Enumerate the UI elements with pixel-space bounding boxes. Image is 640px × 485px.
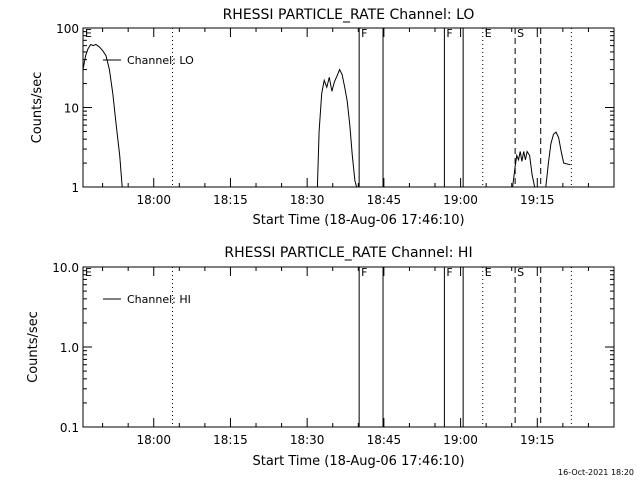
event-flag-f: F bbox=[361, 27, 367, 40]
y-tick-label: 100 bbox=[56, 22, 79, 36]
x-tick-label: 18:30 bbox=[290, 193, 325, 207]
x-tick-label: 18:45 bbox=[367, 433, 402, 447]
x-tick-label: 18:45 bbox=[367, 193, 402, 207]
footer-timestamp: 16-Oct-2021 18:20 bbox=[558, 468, 634, 477]
series-line bbox=[83, 43, 123, 187]
event-flag-s: S bbox=[517, 266, 524, 279]
x-tick-label: 19:00 bbox=[443, 193, 478, 207]
y-tick-label: 0.1 bbox=[60, 421, 79, 435]
legend-label: Channel: LO bbox=[127, 54, 194, 67]
x-tick-label: 18:00 bbox=[136, 433, 171, 447]
series-line bbox=[512, 150, 536, 187]
y-tick-label: 1 bbox=[71, 181, 79, 195]
y-tick-label: 10.0 bbox=[52, 261, 79, 275]
x-axis-label: Start Time (18-Aug-06 17:46:10) bbox=[252, 454, 464, 469]
chart-panel-2: RHESSI PARTICLE_RATE Channel: HI Counts/s… bbox=[26, 245, 615, 469]
x-tick-label: 18:15 bbox=[213, 433, 248, 447]
x-tick-label: 19:00 bbox=[443, 433, 478, 447]
event-flag-f: F bbox=[446, 266, 452, 279]
series-line bbox=[545, 131, 571, 187]
x-tick-label: 18:15 bbox=[213, 193, 248, 207]
chart-title: RHESSI PARTICLE_RATE Channel: LO bbox=[223, 7, 475, 23]
legend-label: Channel: HI bbox=[127, 293, 191, 306]
event-flag-e: E bbox=[85, 27, 92, 40]
event-flag-e: E bbox=[85, 266, 92, 279]
chart-title: RHESSI PARTICLE_RATE Channel: HI bbox=[224, 245, 472, 261]
x-axis-label: Start Time (18-Aug-06 17:46:10) bbox=[252, 213, 464, 228]
x-tick-label: 18:30 bbox=[290, 433, 325, 447]
y-tick-label: 10 bbox=[64, 102, 79, 116]
x-tick-label: 18:00 bbox=[136, 193, 171, 207]
event-flag-f: F bbox=[361, 266, 367, 279]
y-axis-label: Counts/sec bbox=[30, 72, 45, 144]
series-line bbox=[316, 68, 358, 187]
event-flag-s: S bbox=[517, 27, 524, 40]
y-tick-label: 1.0 bbox=[60, 341, 79, 355]
y-axis-label: Counts/sec bbox=[26, 311, 41, 383]
event-flag-e: E bbox=[485, 266, 492, 279]
x-tick-label: 19:15 bbox=[520, 433, 555, 447]
event-flag-f: F bbox=[446, 27, 452, 40]
chart-panel-1: RHESSI PARTICLE_RATE Channel: LO Counts/s… bbox=[30, 7, 615, 228]
x-tick-label: 19:15 bbox=[520, 193, 555, 207]
event-flag-e: E bbox=[485, 27, 492, 40]
